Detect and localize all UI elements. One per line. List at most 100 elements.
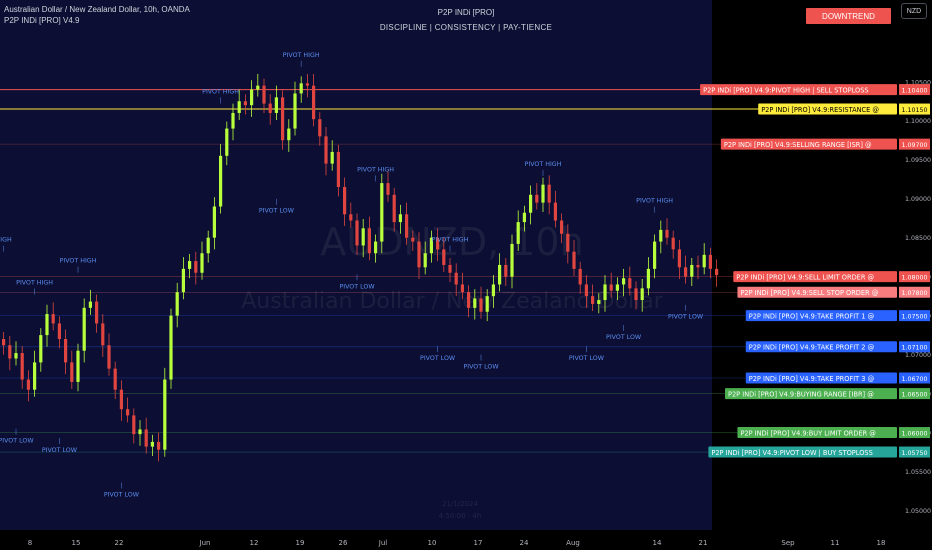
candle-body (361, 228, 365, 246)
price-tick-label: 1.08500 (905, 235, 931, 242)
pivot-low-label: PIVOT LOW (104, 491, 140, 498)
candle-body (39, 335, 43, 363)
pivot-low-label: PIVOT LOW (259, 208, 295, 215)
candle-body (231, 112, 235, 129)
pivot-high-label: PIVOT HIGH (525, 161, 562, 168)
level-label-box (720, 138, 897, 150)
time-tick-label: 8 (28, 539, 32, 547)
highlight-zone (0, 0, 712, 530)
candle-body (119, 389, 123, 410)
level-label-box (737, 427, 897, 439)
level-price-tag (899, 84, 930, 96)
level-label: P2P INDi [PRO] V4.9:TAKE PROFIT 3 @ (749, 375, 875, 383)
pivot-high-label: PIVOT HIGH (16, 279, 53, 286)
candle-body (45, 314, 49, 336)
candle-body (299, 83, 303, 94)
candle-body (622, 278, 626, 285)
candle-body (181, 268, 185, 293)
symbol-title: Australian Dollar / New Zealand Dollar, … (4, 5, 190, 14)
candle-body (591, 296, 595, 304)
candle-body (169, 315, 173, 380)
candle-body (473, 298, 477, 308)
candle-body (274, 97, 278, 113)
level-price-value: 1.09700 (901, 142, 927, 149)
candle-body (715, 268, 719, 276)
candlesticks (2, 73, 719, 462)
level-label: P2P INDi [PRO] V4.9:PIVOT HIGH | SELL ST… (703, 86, 869, 94)
candle-body (76, 350, 80, 382)
time-tick-label: 15 (72, 539, 81, 547)
level-price-value: 1.07800 (901, 290, 927, 297)
pivot-low-label: PIVOT LOW (569, 355, 605, 362)
level-price-value: 1.07500 (901, 313, 927, 320)
pivot-low-label: PIVOT LOW (42, 447, 78, 454)
candle-body (343, 187, 347, 215)
candle-body (95, 301, 99, 324)
time-tick-label: Sep (781, 539, 795, 547)
candle-body (194, 261, 198, 273)
candle-body (696, 264, 700, 268)
price-axis[interactable]: 1.10500 1.10000 1.09500 1.09000 1.08500 1.080… (897, 0, 932, 550)
candle-body (324, 136, 328, 164)
level-label: P2P INDi [PRO] V4.9:BUY LIMIT ORDER @ (740, 429, 876, 437)
candle-body (448, 264, 452, 273)
time-tick-label: 10 (428, 539, 437, 547)
candle-body (665, 229, 669, 238)
candle-body (200, 253, 204, 273)
candle-body (8, 345, 12, 359)
watermark-date: 21/1/2024 (442, 500, 478, 508)
time-tick-label: 17 (474, 539, 483, 547)
level-label-box (745, 372, 897, 384)
level-label-box (758, 103, 897, 115)
candle-body (411, 237, 415, 242)
candle-body (405, 214, 409, 238)
candle-body (212, 206, 216, 238)
candle-body (144, 429, 148, 447)
candle-body (318, 119, 322, 137)
level-label-box (700, 84, 897, 96)
time-axis[interactable]: 8 15 22 Jun 12 19 26 Jul 10 17 24 Aug 14 21 Sep 11 18 (0, 530, 932, 550)
candle-body (336, 151, 340, 188)
pivot-high-label: PIVOT HIGH (432, 237, 469, 244)
candle-body (504, 264, 508, 277)
time-tick-label: Aug (566, 539, 580, 547)
candle-body (349, 214, 353, 221)
candle-body (578, 268, 582, 285)
candle-body (2, 339, 6, 346)
candle-body (380, 183, 384, 242)
time-tick-label: 24 (520, 539, 529, 547)
candle-body (572, 251, 576, 269)
candle-body (64, 339, 68, 363)
currency-button[interactable]: NZD (901, 3, 927, 19)
level-price-tag (899, 310, 930, 322)
candle-body (460, 284, 464, 293)
candle-body (175, 292, 179, 316)
candle-body (225, 128, 229, 156)
level-price-tag (899, 103, 930, 115)
candle-body (51, 314, 55, 324)
pivot-low-label: PIVOT LOW (420, 355, 456, 362)
level-price-tag (899, 446, 930, 458)
pivot-labels: PIVOT HIGH PIVOT HIGH PIVOT HIGH PIVOT HIGH… (0, 52, 704, 499)
candle-body (355, 220, 359, 246)
candle-body (541, 184, 545, 203)
level-price-tag (899, 286, 930, 298)
candle-body (219, 155, 223, 207)
level-price-value: 1.06700 (901, 376, 927, 383)
indicator-name[interactable]: P2P INDi [PRO] V4.9 (4, 16, 80, 25)
candle-body (498, 264, 502, 285)
candle-body (436, 237, 440, 250)
candle-body (684, 267, 688, 277)
level-price-value: 1.06500 (901, 391, 927, 398)
pivot-low-label: PIVOT LOW (0, 438, 34, 445)
candle-body (268, 103, 272, 113)
level-price-value: 1.10400 (901, 87, 927, 94)
candle-body (522, 212, 526, 223)
level-price-value: 1.05750 (901, 450, 927, 457)
candle-body (26, 379, 30, 390)
price-tick-label: 1.09000 (905, 196, 931, 203)
time-tick-label: 19 (296, 539, 305, 547)
candle-body (479, 298, 483, 312)
pivot-low-label: PIVOT LOW (606, 334, 642, 341)
